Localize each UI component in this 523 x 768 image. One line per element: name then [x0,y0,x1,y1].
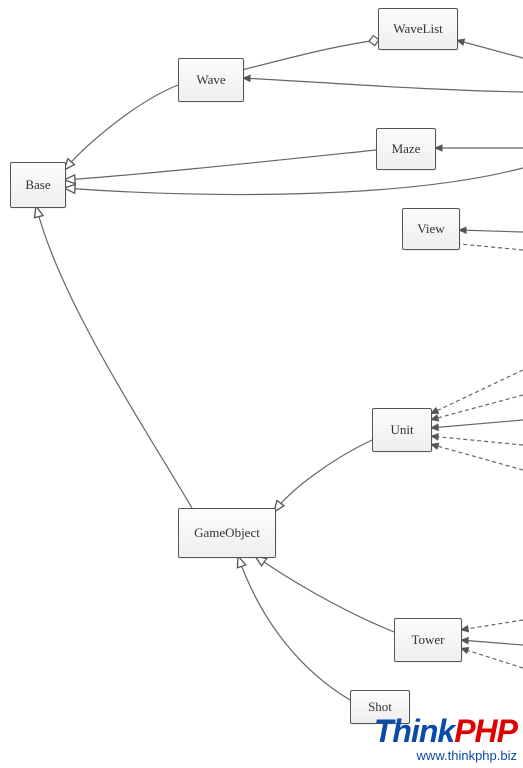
watermark-title-part1: Think [374,713,454,749]
node-wave: Wave [178,58,244,102]
node-gameobject: GameObject [178,508,276,558]
node-base: Base [10,162,66,208]
node-label: Maze [392,141,421,157]
node-label: Tower [411,632,444,648]
watermark: ThinkPHP www.thinkphp.biz [374,715,517,762]
watermark-url: www.thinkphp.biz [374,749,517,762]
node-view: View [402,208,460,250]
node-label: Base [25,177,50,193]
node-wavelist: WaveList [378,8,458,50]
node-label: WaveList [393,21,443,37]
node-label: Wave [196,72,225,88]
watermark-title: ThinkPHP [374,715,517,747]
node-label: GameObject [194,525,260,541]
node-label: Unit [390,422,413,438]
node-maze: Maze [376,128,436,170]
watermark-title-part2: PHP [454,713,517,749]
node-label: View [417,221,444,237]
node-unit: Unit [372,408,432,452]
node-tower: Tower [394,618,462,662]
